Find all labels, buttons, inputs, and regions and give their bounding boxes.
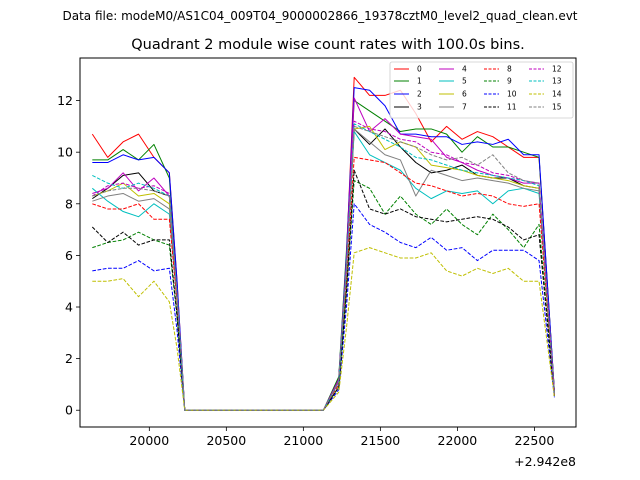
legend-label-5: 5 — [462, 77, 467, 86]
x-tick-label: 20000 — [129, 433, 169, 448]
legend-label-10: 10 — [507, 90, 517, 99]
y-tick-label: 2 — [65, 351, 73, 366]
series-line-15 — [92, 125, 555, 411]
series-line-11 — [91, 169, 555, 411]
x-tick-label: 20500 — [206, 433, 246, 448]
legend-label-6: 6 — [462, 90, 467, 99]
y-tick-label: 8 — [65, 196, 73, 211]
y-tick-label: 12 — [57, 93, 73, 108]
x-tick-label: 21500 — [360, 433, 400, 448]
legend-label-14: 14 — [552, 90, 562, 99]
legend-label-0: 0 — [417, 65, 422, 74]
x-tick-label: 22500 — [515, 433, 555, 448]
x-tick-label: 21000 — [283, 433, 323, 448]
y-tick-label: 10 — [57, 145, 73, 160]
x-axis-offset-label: +2.942e8 — [514, 454, 576, 469]
y-tick-label: 6 — [65, 248, 73, 263]
legend-label-2: 2 — [417, 90, 422, 99]
legend-label-7: 7 — [462, 103, 467, 112]
legend-label-13: 13 — [552, 77, 562, 86]
legend-label-3: 3 — [417, 103, 422, 112]
legend-label-15: 15 — [552, 103, 562, 112]
legend-box — [389, 61, 574, 119]
y-tick-label: 0 — [65, 403, 73, 418]
figure-suptitle: Data file: modeM0/AS1C04_009T04_90000028… — [62, 9, 577, 23]
legend-label-12: 12 — [552, 65, 562, 74]
x-axis-ticks: 20000 20500 21000 21500 22000 22500 — [129, 427, 554, 448]
y-axis-ticks: 0 2 4 6 8 10 12 — [57, 93, 80, 418]
series-layer — [91, 76, 555, 411]
x-tick-label: 22000 — [438, 433, 478, 448]
chart-title: Quadrant 2 module wise count rates with … — [131, 37, 525, 53]
legend-label-1: 1 — [417, 77, 422, 86]
legend-label-11: 11 — [507, 103, 517, 112]
y-tick-label: 4 — [65, 300, 73, 315]
legend-label-9: 9 — [507, 77, 512, 86]
legend-label-4: 4 — [462, 65, 467, 74]
legend-label-8: 8 — [507, 65, 512, 74]
